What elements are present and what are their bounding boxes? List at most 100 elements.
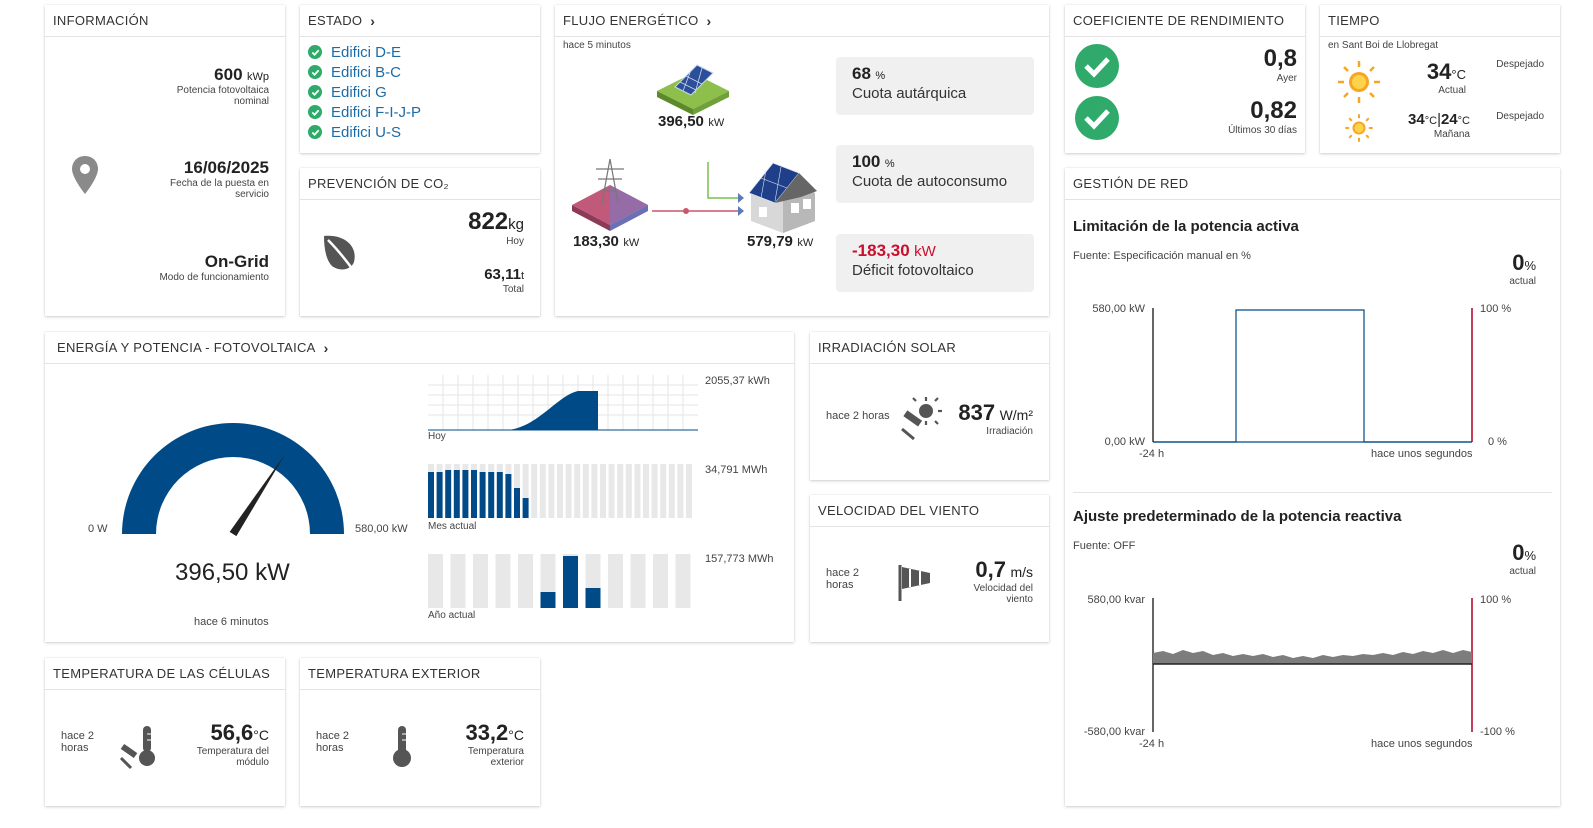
- activa-pct-unit: %: [1524, 258, 1536, 273]
- estado-card[interactable]: ESTADO › Edifici D-E Edifici B-C Edifici …: [300, 5, 540, 153]
- solar-panel-icon: [653, 55, 733, 122]
- temp-celulas-time: hace 2 horas: [61, 730, 95, 754]
- chevron-right-icon[interactable]: ›: [323, 339, 329, 356]
- tiempo-card: TIEMPO en Sant Boi de Llobregat 34°C Act…: [1320, 5, 1560, 153]
- mes-bar: [436, 472, 443, 518]
- mes-bar-bg: [462, 464, 469, 470]
- info-title: INFORMACIÓN: [45, 5, 285, 37]
- weather-tom-unit-b: °C: [1457, 115, 1470, 127]
- co2-today-label: Hoy: [506, 236, 524, 247]
- status-item[interactable]: Edifici F-I-J-P: [308, 102, 540, 122]
- cuota-autarquica-unit: %: [875, 70, 886, 82]
- co2-card: PREVENCIÓN DE CO₂ 822kg Hoy 63,11t Total: [300, 168, 540, 316]
- mes-bar: [660, 464, 667, 518]
- check-circle-icon: [1075, 96, 1119, 145]
- energia-header[interactable]: ENERGÍA Y POTENCIA - FOTOVOLTAICA ›: [45, 332, 794, 364]
- status-item-label[interactable]: Edifici D-E: [331, 43, 402, 61]
- status-item[interactable]: Edifici U-S: [308, 122, 540, 142]
- leaf-icon: [320, 232, 360, 281]
- flujo-house-value: 579,79: [747, 233, 793, 250]
- check-icon: [308, 45, 322, 59]
- check-icon: [308, 65, 322, 79]
- mes-bar-bg: [514, 464, 520, 488]
- reactiva-title: Ajuste predeterminado de la potencia rea…: [1073, 508, 1402, 525]
- mes-bar-bg: [453, 464, 460, 470]
- mes-bar: [651, 464, 658, 518]
- anio-bar: [585, 588, 601, 608]
- energia-title: ENERGÍA Y POTENCIA - FOTOVOLTAICA: [57, 340, 316, 355]
- mes-bar: [445, 470, 452, 518]
- mes-total: 34,791 MWh: [705, 464, 768, 476]
- gestion-card: GESTIÓN DE RED Limitación de la potencia…: [1065, 168, 1560, 806]
- status-item-label[interactable]: Edifici G: [331, 83, 387, 101]
- co2-total-label: Total: [502, 284, 524, 295]
- estado-header[interactable]: ESTADO ›: [300, 5, 540, 37]
- status-item-label[interactable]: Edifici U-S: [331, 123, 402, 141]
- temp-exterior-value: 33,2: [465, 720, 509, 745]
- co2-today-unit: kg: [508, 216, 524, 233]
- temp-exterior-card: TEMPERATURA EXTERIOR hace 2 horas 33,2°C…: [300, 658, 540, 806]
- chevron-right-icon[interactable]: ›: [706, 12, 712, 29]
- mode-label: Modo de funcionamiento: [159, 272, 269, 283]
- status-item[interactable]: Edifici B-C: [308, 62, 540, 82]
- mes-bar: [505, 474, 512, 518]
- power-label: Potencia fotovoltaica nominal: [176, 85, 269, 107]
- anio-bar: [630, 554, 646, 608]
- reactiva-ymin: -580,00 kvar: [1083, 726, 1145, 738]
- co2-total-value: 63,11: [484, 266, 521, 283]
- location-pin-icon: [71, 155, 99, 200]
- commission-date-label: Fecha de la puesta en servicio: [170, 178, 269, 200]
- status-item[interactable]: Edifici G: [308, 82, 540, 102]
- deficit-value: -183,30: [852, 241, 910, 260]
- mes-bar: [471, 470, 477, 518]
- temp-celulas-value: 56,6: [210, 720, 254, 745]
- activa-rmin: 0 %: [1488, 436, 1507, 448]
- temp-exterior-time: hace 2 horas: [316, 730, 350, 754]
- irradiacion-value: 837: [958, 400, 996, 425]
- irradiacion-title: IRRADIACIÓN SOLAR: [810, 332, 1049, 364]
- deficit-label: Déficit fotovoltaico: [852, 262, 974, 279]
- mes-bar-bg: [522, 464, 529, 498]
- reactiva-pct: 0: [1512, 540, 1525, 565]
- mes-bar: [600, 464, 606, 518]
- energia-card[interactable]: ENERGÍA Y POTENCIA - FOTOVOLTAICA › 0 W 5…: [45, 332, 794, 642]
- hoy-chart: [428, 375, 698, 431]
- mes-bar: [617, 464, 624, 518]
- viento-unit: m/s: [1010, 564, 1033, 580]
- viento-value: 0,7: [975, 557, 1006, 582]
- mes-bar: [686, 464, 692, 518]
- flujo-title: FLUJO ENERGÉTICO: [563, 13, 699, 28]
- hoy-label: Hoy: [428, 431, 446, 442]
- mes-bar-bg: [436, 464, 443, 472]
- house-icon: [745, 157, 821, 238]
- status-item-label[interactable]: Edifici F-I-J-P: [331, 103, 421, 121]
- tiempo-location: en Sant Boi de Llobregat: [1328, 40, 1439, 51]
- temp-exterior-unit: °C: [508, 727, 524, 743]
- estado-title: ESTADO: [308, 13, 363, 28]
- mes-bar: [428, 472, 434, 518]
- flow-arrows-icon: [650, 160, 745, 225]
- reactiva-pct-label: actual: [1509, 566, 1536, 577]
- mes-bar-bg: [471, 464, 477, 470]
- deficit-unit: kW: [914, 243, 936, 260]
- status-item[interactable]: Edifici D-E: [308, 42, 540, 62]
- activa-ymax: 580,00 kW: [1092, 303, 1145, 315]
- coef-label-2: Últimos 30 días: [1228, 125, 1297, 136]
- co2-title: PREVENCIÓN DE CO₂: [300, 168, 540, 200]
- reactiva-ymax: 580,00 kvar: [1087, 594, 1145, 606]
- reactiva-rmin: -100 %: [1480, 726, 1515, 738]
- flujo-pv-unit: kW: [708, 117, 725, 129]
- temp-celulas-title: TEMPERATURA DE LAS CÉLULAS: [45, 658, 285, 690]
- status-item-label[interactable]: Edifici B-C: [331, 63, 402, 81]
- mes-bar: [522, 498, 529, 518]
- chevron-right-icon[interactable]: ›: [370, 12, 376, 29]
- mes-bar: [488, 472, 495, 518]
- irradiacion-time: hace 2 horas: [826, 410, 890, 422]
- sun-icon: [1344, 113, 1374, 148]
- mes-bar: [565, 464, 572, 518]
- mes-bar: [514, 488, 520, 518]
- anio-bar: [675, 554, 691, 608]
- flujo-header[interactable]: FLUJO ENERGÉTICO ›: [555, 5, 1049, 37]
- weather-tom-temp-b: 24: [1440, 111, 1458, 128]
- mes-bar: [643, 464, 649, 518]
